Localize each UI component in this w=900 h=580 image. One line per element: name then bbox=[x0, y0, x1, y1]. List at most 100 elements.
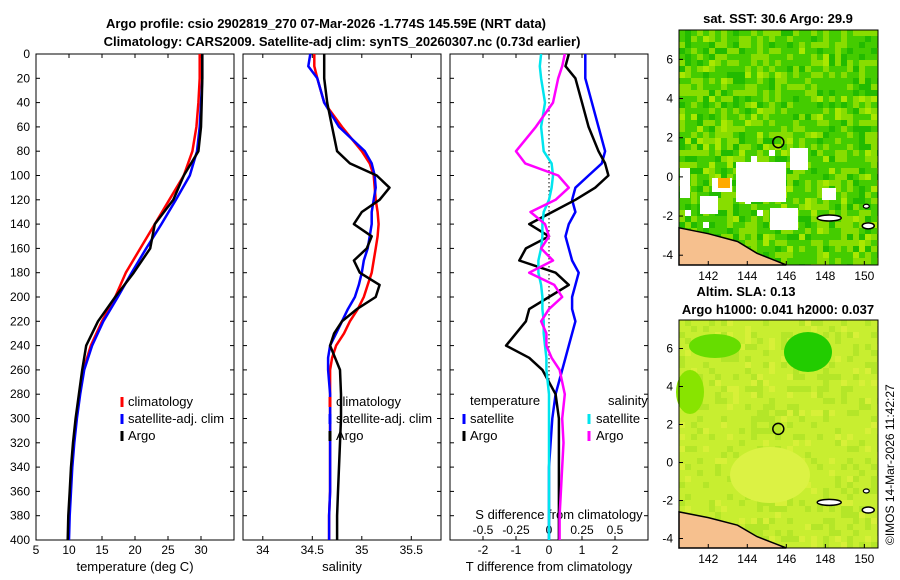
map-pixel bbox=[685, 446, 691, 452]
map-pixel bbox=[817, 320, 823, 326]
map-pixel bbox=[781, 362, 787, 368]
map-y-tick-label: 2 bbox=[666, 131, 673, 145]
map-pixel bbox=[715, 60, 721, 66]
map-pixel bbox=[841, 392, 847, 398]
map-pixel bbox=[691, 150, 697, 156]
series-line-s-argo bbox=[514, 53, 571, 540]
map-pixel bbox=[685, 204, 691, 210]
sla-anomaly bbox=[676, 370, 704, 414]
map-pixel bbox=[715, 138, 721, 144]
map-pixel bbox=[817, 42, 823, 48]
map-pixel bbox=[757, 530, 763, 536]
map-pixel bbox=[829, 210, 835, 216]
x-tick-label: 15 bbox=[95, 543, 109, 557]
map-pixel bbox=[757, 338, 763, 344]
map-pixel bbox=[847, 216, 853, 222]
map-pixel bbox=[829, 90, 835, 96]
map-pixel bbox=[679, 48, 685, 54]
map-pixel bbox=[715, 192, 721, 198]
map-pixel bbox=[715, 150, 721, 156]
map-pixel bbox=[871, 162, 877, 168]
map-pixel bbox=[817, 180, 823, 186]
map-pixel bbox=[787, 446, 793, 452]
map-pixel bbox=[679, 102, 685, 108]
map-pixel bbox=[721, 422, 727, 428]
map-pixel bbox=[859, 470, 865, 476]
map-pixel bbox=[823, 398, 829, 404]
map-pixel bbox=[835, 476, 841, 482]
map-pixel bbox=[775, 530, 781, 536]
map-pixel bbox=[853, 252, 859, 258]
map-pixel bbox=[751, 518, 757, 524]
map-pixel bbox=[811, 54, 817, 60]
legend-title-temperature: temperature bbox=[470, 393, 540, 408]
map-pixel bbox=[847, 48, 853, 54]
map-pixel bbox=[871, 422, 877, 428]
map-pixel bbox=[805, 386, 811, 392]
map-pixel bbox=[751, 422, 757, 428]
map-y-tick-label: 2 bbox=[666, 418, 673, 432]
map-pixel bbox=[763, 240, 769, 246]
map-x-tick-label: 142 bbox=[698, 269, 718, 283]
map-pixel bbox=[823, 198, 829, 204]
map-pixel bbox=[757, 66, 763, 72]
map-pixel bbox=[775, 422, 781, 428]
x-tick-label: 35.5 bbox=[400, 543, 424, 557]
x-tick-label: 20 bbox=[128, 543, 142, 557]
x-tick-label: -2 bbox=[478, 543, 489, 557]
map-pixel bbox=[853, 530, 859, 536]
map-pixel bbox=[715, 392, 721, 398]
map-pixel bbox=[841, 320, 847, 326]
map-pixel bbox=[847, 132, 853, 138]
legend-title-salinity: salinity bbox=[608, 393, 648, 408]
map-pixel bbox=[739, 78, 745, 84]
map-pixel bbox=[739, 144, 745, 150]
map-pixel bbox=[799, 234, 805, 240]
map-pixel bbox=[799, 204, 805, 210]
map-pixel bbox=[865, 174, 871, 180]
map-pixel bbox=[715, 458, 721, 464]
map-pixel bbox=[727, 332, 733, 338]
map-pixel bbox=[679, 66, 685, 72]
map-pixel bbox=[859, 404, 865, 410]
map-pixel bbox=[859, 234, 865, 240]
map-pixel bbox=[727, 192, 733, 198]
map-pixel bbox=[751, 120, 757, 126]
map-pixel bbox=[865, 132, 871, 138]
map-pixel bbox=[775, 252, 781, 258]
map-pixel bbox=[745, 72, 751, 78]
map-pixel bbox=[745, 120, 751, 126]
map-pixel bbox=[787, 180, 793, 186]
map-pixel bbox=[865, 138, 871, 144]
map-pixel bbox=[847, 60, 853, 66]
map-pixel bbox=[697, 470, 703, 476]
map-pixel bbox=[871, 332, 877, 338]
map-pixel bbox=[763, 72, 769, 78]
map-pixel bbox=[679, 500, 685, 506]
map-pixel bbox=[871, 464, 877, 470]
map-pixel bbox=[787, 410, 793, 416]
map-pixel bbox=[871, 542, 877, 548]
map-pixel bbox=[727, 96, 733, 102]
map-pixel bbox=[817, 204, 823, 210]
y-tick-label: 340 bbox=[10, 460, 30, 474]
map-pixel bbox=[745, 338, 751, 344]
y-tick-label: 40 bbox=[17, 96, 31, 110]
map-pixel bbox=[853, 204, 859, 210]
map-pixel bbox=[739, 150, 745, 156]
map-pixel bbox=[781, 150, 787, 156]
map-pixel bbox=[745, 386, 751, 392]
map-pixel bbox=[811, 204, 817, 210]
island bbox=[861, 222, 875, 230]
map-pixel bbox=[697, 60, 703, 66]
map-pixel bbox=[805, 132, 811, 138]
map-pixel bbox=[865, 246, 871, 252]
map-pixel bbox=[853, 446, 859, 452]
map-pixel bbox=[703, 482, 709, 488]
map-pixel bbox=[847, 114, 853, 120]
map-pixel bbox=[679, 464, 685, 470]
map-x-tick-label: 150 bbox=[854, 552, 874, 566]
map-pixel bbox=[871, 48, 877, 54]
map-pixel bbox=[865, 320, 871, 326]
map-pixel bbox=[769, 362, 775, 368]
